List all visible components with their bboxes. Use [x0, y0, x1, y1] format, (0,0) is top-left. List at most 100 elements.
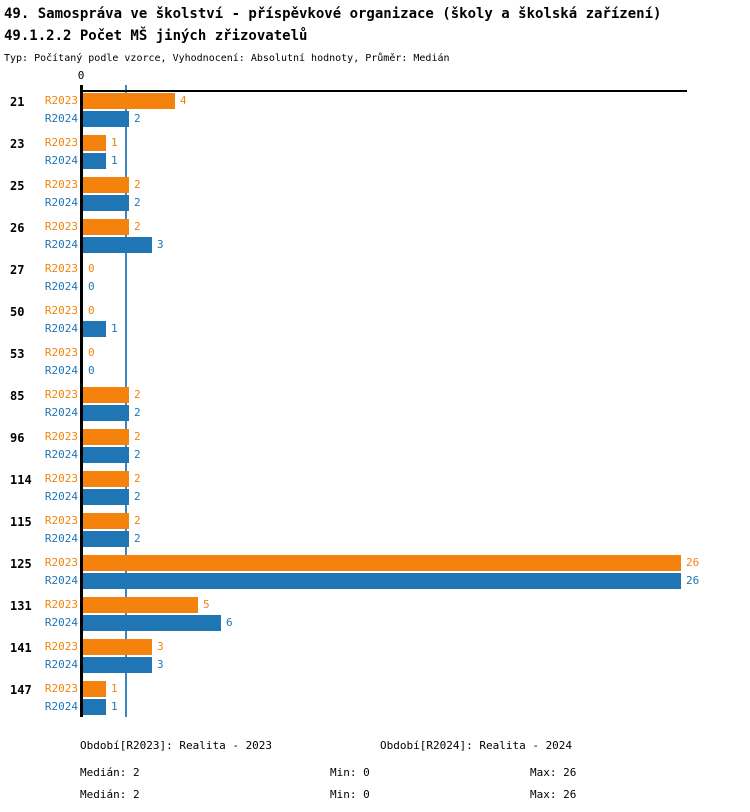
value-label-r2024-26: 3 [157, 238, 164, 251]
value-label-r2024-141: 3 [157, 658, 164, 671]
value-label-r2023-21: 4 [180, 94, 187, 107]
value-label-r2023-147: 1 [111, 682, 118, 695]
category-label-85: 85 [10, 389, 25, 403]
series-label-r2024: R2024 [44, 322, 78, 335]
value-label-r2023-23: 1 [111, 136, 118, 149]
value-label-r2023-50: 0 [88, 304, 95, 317]
stat-min-r2024: Min: 0 [330, 788, 370, 801]
bar-r2024-125 [83, 573, 681, 589]
series-label-r2023: R2023 [44, 682, 78, 695]
x-axis-zero-tick-label: 0 [77, 69, 85, 82]
value-label-r2023-25: 2 [134, 178, 141, 191]
series-label-r2023: R2023 [44, 304, 78, 317]
series-label-r2023: R2023 [44, 136, 78, 149]
value-label-r2024-27: 0 [88, 280, 95, 293]
category-label-27: 27 [10, 263, 25, 277]
bar-r2023-96 [83, 429, 129, 445]
value-label-r2024-50: 1 [111, 322, 118, 335]
series-label-r2024: R2024 [44, 154, 78, 167]
value-label-r2024-21: 2 [134, 112, 141, 125]
bar-r2023-85 [83, 387, 129, 403]
series-label-r2023: R2023 [44, 472, 78, 485]
value-label-r2023-27: 0 [88, 262, 95, 275]
bar-r2023-25 [83, 177, 129, 193]
value-label-r2023-114: 2 [134, 472, 141, 485]
chart-meta: Typ: Počítaný podle vzorce, Vyhodnocení:… [4, 53, 450, 64]
series-label-r2024: R2024 [44, 196, 78, 209]
series-label-r2024: R2024 [44, 490, 78, 503]
category-label-125: 125 [10, 557, 32, 571]
category-label-25: 25 [10, 179, 25, 193]
category-label-147: 147 [10, 683, 32, 697]
category-label-96: 96 [10, 431, 25, 445]
category-label-53: 53 [10, 347, 25, 361]
series-label-r2023: R2023 [44, 346, 78, 359]
series-label-r2023: R2023 [44, 556, 78, 569]
bar-r2023-141 [83, 639, 152, 655]
value-label-r2024-23: 1 [111, 154, 118, 167]
value-label-r2024-85: 2 [134, 406, 141, 419]
bar-r2024-131 [83, 615, 221, 631]
value-label-r2024-114: 2 [134, 490, 141, 503]
category-label-50: 50 [10, 305, 25, 319]
stat-max-r2023: Max: 26 [530, 766, 577, 779]
bar-r2024-141 [83, 657, 152, 673]
category-label-23: 23 [10, 137, 25, 151]
bar-r2024-85 [83, 405, 129, 421]
legend-item-r2024: Období[R2024]: Realita - 2024 [380, 739, 573, 752]
series-label-r2023: R2023 [44, 514, 78, 527]
value-label-r2023-131: 5 [203, 598, 210, 611]
value-label-r2024-53: 0 [88, 364, 95, 377]
category-label-21: 21 [10, 95, 25, 109]
stat-median-r2023: Medián: 2 [80, 766, 140, 779]
value-label-r2023-141: 3 [157, 640, 164, 653]
bar-r2024-115 [83, 531, 129, 547]
category-label-26: 26 [10, 221, 25, 235]
bar-r2023-26 [83, 219, 129, 235]
value-label-r2024-96: 2 [134, 448, 141, 461]
y-axis-line [80, 85, 83, 717]
bar-r2023-114 [83, 471, 129, 487]
value-label-r2024-115: 2 [134, 532, 141, 545]
bar-r2024-147 [83, 699, 106, 715]
legend-item-r2023: Období[R2023]: Realita - 2023 [80, 739, 273, 752]
series-label-r2024: R2024 [44, 532, 78, 545]
value-label-r2023-26: 2 [134, 220, 141, 233]
bar-r2024-26 [83, 237, 152, 253]
value-label-r2023-85: 2 [134, 388, 141, 401]
bar-r2023-23 [83, 135, 106, 151]
stat-min-r2023: Min: 0 [330, 766, 370, 779]
stat-max-r2024: Max: 26 [530, 788, 577, 801]
value-label-r2024-25: 2 [134, 196, 141, 209]
series-label-r2023: R2023 [44, 220, 78, 233]
bar-r2023-125 [83, 555, 681, 571]
series-label-r2024: R2024 [44, 280, 78, 293]
series-label-r2024: R2024 [44, 406, 78, 419]
bar-r2024-50 [83, 321, 106, 337]
series-label-r2024: R2024 [44, 238, 78, 251]
bar-r2023-147 [83, 681, 106, 697]
x-axis-line [80, 90, 687, 92]
bar-r2024-114 [83, 489, 129, 505]
value-label-r2023-53: 0 [88, 346, 95, 359]
series-label-r2023: R2023 [44, 388, 78, 401]
series-label-r2024: R2024 [44, 574, 78, 587]
category-label-114: 114 [10, 473, 32, 487]
bar-r2024-23 [83, 153, 106, 169]
value-label-r2024-147: 1 [111, 700, 118, 713]
series-label-r2024: R2024 [44, 364, 78, 377]
series-label-r2023: R2023 [44, 598, 78, 611]
page-title: 49. Samospráva ve školství - příspěvkové… [4, 6, 662, 22]
value-label-r2024-125: 26 [686, 574, 700, 587]
category-label-115: 115 [10, 515, 32, 529]
category-label-141: 141 [10, 641, 32, 655]
category-label-131: 131 [10, 599, 32, 613]
bar-r2024-96 [83, 447, 129, 463]
stat-median-r2024: Medián: 2 [80, 788, 140, 801]
series-label-r2024: R2024 [44, 112, 78, 125]
bar-r2023-131 [83, 597, 198, 613]
bar-r2023-115 [83, 513, 129, 529]
bar-r2024-21 [83, 111, 129, 127]
bar-r2023-21 [83, 93, 175, 109]
bar-chart: 0 21 R2023 4 R2024 2 23 R2023 1 R2024 1 25 R2023 2 R2… [10, 69, 700, 717]
